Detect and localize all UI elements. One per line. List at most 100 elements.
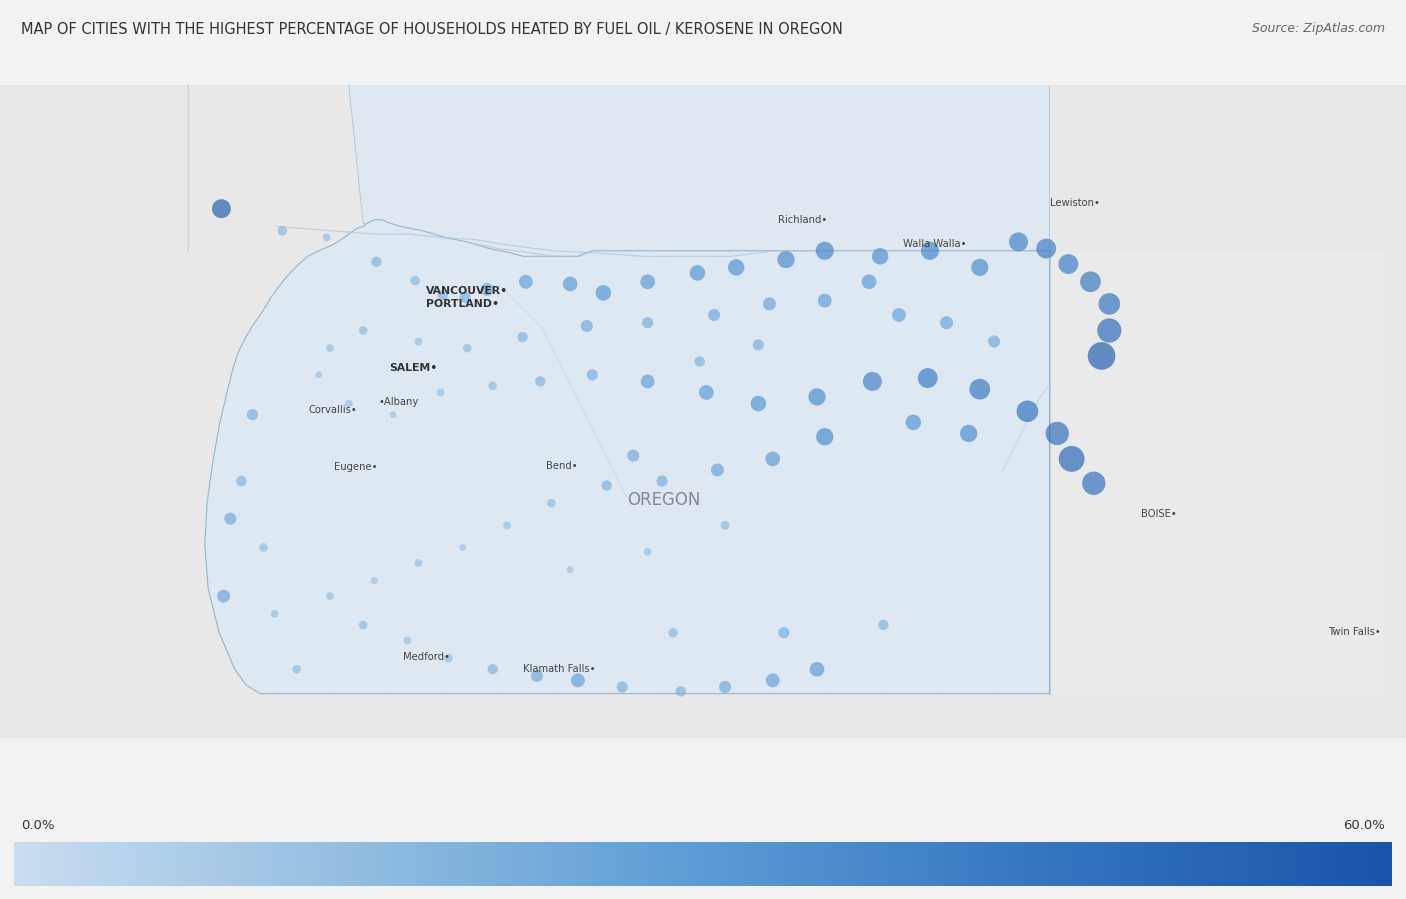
Point (703, 307, 725, 322)
Point (432, 288, 454, 302)
Point (595, 478, 617, 493)
Point (747, 396, 769, 411)
Point (366, 254, 388, 269)
Point (515, 274, 537, 289)
Point (319, 589, 342, 603)
Point (456, 341, 478, 355)
Text: SALEM•: SALEM• (389, 363, 439, 373)
Point (396, 633, 419, 647)
Polygon shape (1049, 251, 1384, 694)
Point (637, 316, 659, 330)
Point (758, 297, 780, 311)
Point (887, 307, 910, 322)
Text: 60.0%: 60.0% (1343, 819, 1385, 832)
Point (957, 426, 980, 441)
Point (592, 286, 614, 300)
Point (814, 430, 837, 444)
Point (231, 474, 253, 488)
Polygon shape (188, 85, 1049, 256)
Point (762, 673, 785, 688)
Point (1060, 451, 1083, 466)
Point (1090, 349, 1112, 363)
Point (429, 386, 451, 400)
Point (903, 415, 925, 430)
Point (437, 651, 460, 665)
Point (714, 518, 737, 532)
Point (706, 463, 728, 477)
Text: PORTLAND•: PORTLAND• (426, 298, 499, 309)
Point (1083, 476, 1105, 491)
Text: VANCOUVER•: VANCOUVER• (426, 286, 509, 296)
Point (560, 277, 582, 291)
Point (1017, 404, 1039, 418)
Point (408, 334, 430, 349)
Point (1057, 257, 1080, 271)
Point (872, 618, 894, 632)
Point (575, 319, 598, 334)
Point (526, 669, 548, 683)
Point (858, 274, 880, 289)
Point (560, 563, 582, 577)
Point (695, 386, 717, 400)
Point (1098, 297, 1121, 311)
Point (382, 407, 405, 422)
Text: MAP OF CITIES WITH THE HIGHEST PERCENTAGE OF HOUSEHOLDS HEATED BY FUEL OIL / KER: MAP OF CITIES WITH THE HIGHEST PERCENTAG… (21, 22, 844, 38)
Text: •Albany: •Albany (378, 396, 419, 407)
Point (529, 374, 551, 388)
Point (806, 662, 828, 676)
Text: BOISE•: BOISE• (1142, 509, 1177, 520)
Polygon shape (205, 219, 1049, 694)
Point (725, 260, 748, 274)
Point (308, 368, 330, 382)
Point (814, 293, 837, 307)
Point (686, 266, 709, 280)
Text: Medford•: Medford• (404, 652, 450, 662)
Point (1080, 274, 1102, 289)
Text: Klamath Falls•: Klamath Falls• (523, 664, 595, 674)
Point (263, 607, 285, 621)
Point (212, 589, 235, 603)
Point (1046, 426, 1069, 441)
Text: Twin Falls•: Twin Falls• (1329, 627, 1381, 636)
Point (271, 224, 294, 238)
Point (1098, 324, 1121, 338)
Point (869, 249, 891, 263)
Point (219, 512, 242, 526)
Point (935, 316, 957, 330)
Point (806, 389, 828, 404)
Point (814, 244, 837, 258)
Point (747, 338, 769, 352)
Point (475, 282, 498, 297)
Text: Eugene•: Eugene• (335, 462, 378, 472)
Point (969, 260, 991, 274)
Point (540, 496, 562, 511)
Point (689, 354, 711, 369)
Point (762, 451, 785, 466)
Point (512, 330, 534, 344)
Point (775, 253, 797, 267)
Text: Corvallis•: Corvallis• (309, 405, 357, 414)
Point (352, 324, 374, 338)
Point (337, 396, 360, 411)
Point (481, 378, 503, 393)
Point (969, 382, 991, 396)
Point (714, 680, 737, 694)
Text: Source: ZipAtlas.com: Source: ZipAtlas.com (1251, 22, 1385, 35)
Point (612, 680, 634, 694)
Point (285, 662, 308, 676)
Point (319, 341, 342, 355)
Point (1035, 241, 1057, 255)
Point (408, 556, 430, 570)
Point (637, 545, 659, 559)
Point (637, 274, 659, 289)
Point (451, 540, 474, 555)
Point (917, 371, 939, 386)
Point (918, 244, 941, 258)
Point (1007, 235, 1029, 249)
Point (621, 449, 644, 463)
Point (363, 574, 385, 588)
Point (454, 290, 477, 305)
Point (860, 374, 883, 388)
Point (404, 273, 426, 288)
Point (352, 618, 374, 632)
